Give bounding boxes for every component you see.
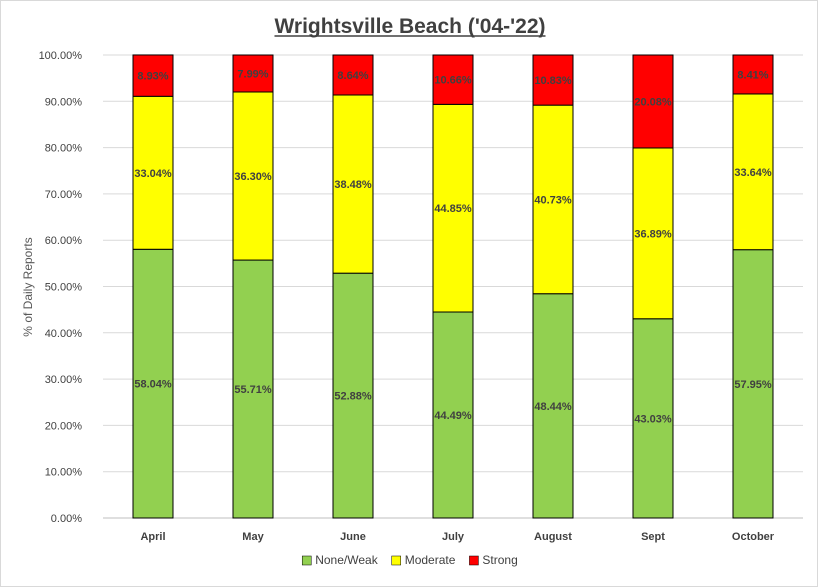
- x-axis-categories: April May June July August Sept October: [140, 531, 774, 543]
- legend-item: Moderate: [391, 553, 456, 567]
- legend-swatch: [391, 555, 401, 566]
- data-label: 7.99%: [237, 68, 268, 80]
- bar-segment-strong: [732, 54, 774, 95]
- data-label: 44.49%: [434, 410, 472, 422]
- data-label: 58.04%: [134, 379, 172, 391]
- bar-segment-moderate: [532, 104, 574, 295]
- legend-swatch: [469, 555, 479, 566]
- y-tick-label: 20.00%: [45, 420, 83, 432]
- data-label: 33.64%: [734, 167, 772, 179]
- bar-segment-none-weak: [532, 293, 574, 519]
- x-category-label: June: [340, 531, 366, 543]
- x-category-label: July: [442, 531, 465, 543]
- bar-segment-moderate: [232, 91, 274, 261]
- data-label: 38.48%: [334, 179, 372, 191]
- data-label: 48.44%: [534, 401, 572, 413]
- data-label: 57.95%: [734, 379, 772, 391]
- legend-item: None/Weak: [301, 553, 379, 567]
- legend-swatch: [301, 555, 312, 566]
- bar-segment-strong: [532, 54, 574, 106]
- data-label: 10.66%: [434, 75, 472, 87]
- y-tick-label: 80.00%: [45, 143, 83, 155]
- y-tick-label: 0.00%: [51, 513, 82, 525]
- bar-segment-moderate: [432, 103, 474, 313]
- legend-label: Strong: [482, 553, 517, 567]
- y-axis-ticks: 0.00% 10.00% 20.00% 30.00% 40.00% 50.00% 60.00…: [39, 50, 83, 525]
- bar-segment-moderate: [332, 94, 374, 274]
- x-category-label: April: [140, 531, 165, 543]
- data-label: 44.85%: [434, 203, 472, 215]
- x-category-label: October: [732, 531, 775, 543]
- x-category-label: August: [534, 531, 572, 543]
- y-tick-label: 70.00%: [45, 189, 83, 201]
- x-category-label: Sept: [641, 531, 665, 543]
- y-tick-label: 50.00%: [45, 282, 83, 294]
- data-label: 10.83%: [534, 75, 572, 87]
- bar-segment-none-weak: [332, 272, 374, 519]
- data-labels: 58.04% 33.04% 8.93% 55.71% 36.30% 7.99% 52.88%…: [134, 68, 772, 425]
- bars: [132, 54, 774, 519]
- bar-segment-strong: [432, 54, 474, 105]
- data-label: 20.08%: [634, 96, 672, 108]
- legend-label: None/Weak: [315, 553, 378, 567]
- bar-segment-moderate: [632, 147, 674, 320]
- legend: None/Weak Moderate Strong: [301, 553, 518, 567]
- data-label: 8.93%: [137, 71, 168, 83]
- x-category-label: May: [242, 531, 264, 543]
- data-label: 33.04%: [134, 168, 172, 180]
- bar-segment-none-weak: [732, 249, 774, 519]
- data-label: 8.41%: [737, 69, 768, 81]
- legend-label: Moderate: [405, 553, 456, 567]
- data-label: 55.71%: [234, 384, 272, 396]
- y-tick-label: 10.00%: [45, 467, 83, 479]
- data-label: 36.89%: [634, 228, 672, 240]
- y-tick-label: 60.00%: [45, 235, 83, 247]
- y-tick-label: 100.00%: [39, 50, 83, 62]
- data-label: 43.03%: [634, 413, 672, 425]
- bar-segment-strong: [632, 54, 674, 149]
- chart-title: Wrightsville Beach ('04-'22): [274, 15, 545, 38]
- legend-item: Strong: [469, 553, 518, 567]
- data-label: 36.30%: [234, 171, 272, 183]
- data-label: 52.88%: [334, 391, 372, 403]
- y-tick-label: 30.00%: [45, 374, 83, 386]
- y-tick-label: 40.00%: [45, 328, 83, 340]
- bar-segment-none-weak: [132, 248, 174, 519]
- bar-segment-moderate: [732, 93, 774, 251]
- bar-segment-none-weak: [432, 311, 474, 519]
- y-tick-label: 90.00%: [45, 96, 83, 108]
- chart-title-group: Wrightsville Beach ('04-'22): [274, 15, 546, 38]
- bar-segment-none-weak: [632, 318, 674, 519]
- bar-segment-strong: [132, 54, 174, 97]
- bar-segment-strong: [332, 54, 374, 96]
- y-axis-label: % of Daily Reports: [21, 237, 35, 336]
- data-label: 40.73%: [534, 194, 572, 206]
- bar-segment-strong: [232, 54, 274, 93]
- data-label: 8.64%: [337, 70, 368, 82]
